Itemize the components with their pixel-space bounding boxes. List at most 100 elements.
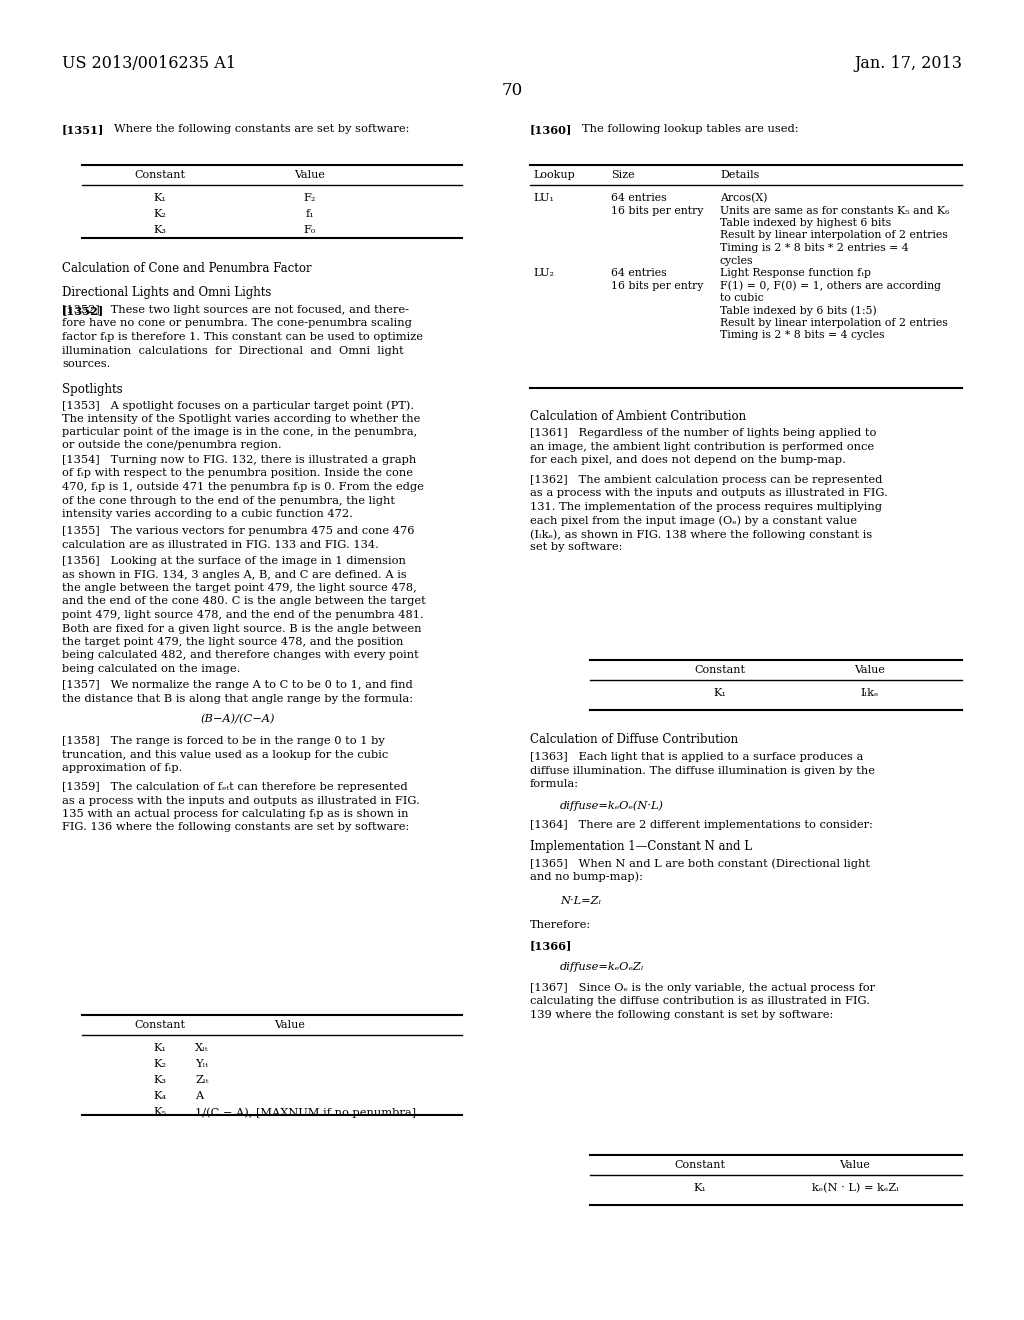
Text: K₁: K₁ <box>714 688 726 698</box>
Text: K₃: K₃ <box>154 1074 167 1085</box>
Text: Table indexed by 6 bits (1:5): Table indexed by 6 bits (1:5) <box>720 305 877 315</box>
Text: diffuse=kₑOₑZₗ: diffuse=kₑOₑZₗ <box>560 962 644 972</box>
Text: Both are fixed for a given light source. B is the angle between: Both are fixed for a given light source.… <box>62 623 422 634</box>
Text: K₁: K₁ <box>154 1043 167 1053</box>
Text: F₂: F₂ <box>304 193 316 203</box>
Text: Units are same as for constants K₅ and K₆: Units are same as for constants K₅ and K… <box>720 206 949 215</box>
Text: K₄: K₄ <box>154 1092 167 1101</box>
Text: A: A <box>195 1092 203 1101</box>
Text: and no bump-map):: and no bump-map): <box>530 871 643 882</box>
Text: Value: Value <box>840 1160 870 1170</box>
Text: Arcos(X): Arcos(X) <box>720 193 768 203</box>
Text: [1354]   Turning now to FIG. 132, there is illustrated a graph: [1354] Turning now to FIG. 132, there is… <box>62 455 416 465</box>
Text: Jan. 17, 2013: Jan. 17, 2013 <box>854 55 962 73</box>
Text: Iₗkₑ: Iₗkₑ <box>861 688 880 698</box>
Text: K₂: K₂ <box>154 1059 167 1069</box>
Text: The following lookup tables are used:: The following lookup tables are used: <box>582 124 799 135</box>
Text: Constant: Constant <box>675 1160 725 1170</box>
Text: LU₂: LU₂ <box>534 268 554 279</box>
Text: K₁: K₁ <box>154 193 167 203</box>
Text: Directional Lights and Omni Lights: Directional Lights and Omni Lights <box>62 286 271 300</box>
Text: K₅: K₅ <box>154 1107 167 1117</box>
Text: the angle between the target point 479, the light source 478,: the angle between the target point 479, … <box>62 583 417 593</box>
Text: formula:: formula: <box>530 779 579 789</box>
Text: Where the following constants are set by software:: Where the following constants are set by… <box>114 124 410 135</box>
Text: Value: Value <box>274 1020 305 1030</box>
Text: as shown in FIG. 134, 3 angles A, B, and C are defined. A is: as shown in FIG. 134, 3 angles A, B, and… <box>62 569 407 579</box>
Text: 131. The implementation of the process requires multiplying: 131. The implementation of the process r… <box>530 502 882 512</box>
Text: Value: Value <box>855 665 886 675</box>
Text: [1351]: [1351] <box>62 124 104 135</box>
Text: [1353]   A spotlight focuses on a particular target point (PT).: [1353] A spotlight focuses on a particul… <box>62 400 414 411</box>
Text: 64 entries: 64 entries <box>611 268 667 279</box>
Text: The intensity of the Spotlight varies according to whether the: The intensity of the Spotlight varies ac… <box>62 413 421 424</box>
Text: intensity varies according to a cubic function 472.: intensity varies according to a cubic fu… <box>62 510 353 519</box>
Text: 64 entries: 64 entries <box>611 193 667 203</box>
Text: [1360]: [1360] <box>530 124 572 135</box>
Text: [1365]   When N and L are both constant (Directional light: [1365] When N and L are both constant (D… <box>530 858 870 869</box>
Text: particular point of the image is in the cone, in the penumbra,: particular point of the image is in the … <box>62 426 417 437</box>
Text: [1363]   Each light that is applied to a surface produces a: [1363] Each light that is applied to a s… <box>530 752 863 762</box>
Text: Constant: Constant <box>134 1020 185 1030</box>
Text: [1358]   The range is forced to be in the range 0 to 1 by: [1358] The range is forced to be in the … <box>62 737 385 746</box>
Text: calculation are as illustrated in FIG. 133 and FIG. 134.: calculation are as illustrated in FIG. 1… <box>62 540 379 549</box>
Text: as a process with the inputs and outputs as illustrated in FIG.: as a process with the inputs and outputs… <box>62 796 420 805</box>
Text: Table indexed by highest 6 bits: Table indexed by highest 6 bits <box>720 218 891 228</box>
Text: the distance that B is along that angle range by the formula:: the distance that B is along that angle … <box>62 693 413 704</box>
Text: of fₜp with respect to the penumbra position. Inside the cone: of fₜp with respect to the penumbra posi… <box>62 469 413 479</box>
Text: cycles: cycles <box>720 256 754 265</box>
Text: [1352]: [1352] <box>62 305 104 315</box>
Text: 16 bits per entry: 16 bits per entry <box>611 206 703 216</box>
Text: truncation, and this value used as a lookup for the cubic: truncation, and this value used as a loo… <box>62 750 388 759</box>
Text: [1355]   The various vectors for penumbra 475 and cone 476: [1355] The various vectors for penumbra … <box>62 525 415 536</box>
Text: set by software:: set by software: <box>530 543 623 553</box>
Text: fore have no cone or penumbra. The cone-penumbra scaling: fore have no cone or penumbra. The cone-… <box>62 318 412 329</box>
Text: 16 bits per entry: 16 bits per entry <box>611 281 703 290</box>
Text: Size: Size <box>611 170 635 180</box>
Text: Constant: Constant <box>134 170 185 180</box>
Text: point 479, light source 478, and the end of the penumbra 481.: point 479, light source 478, and the end… <box>62 610 424 620</box>
Text: [1366]: [1366] <box>530 940 572 950</box>
Text: 70: 70 <box>502 82 522 99</box>
Text: Timing is 2 * 8 bits * 2 entries = 4: Timing is 2 * 8 bits * 2 entries = 4 <box>720 243 908 253</box>
Text: 470, fₜp is 1, outside 471 the penumbra fₜp is 0. From the edge: 470, fₜp is 1, outside 471 the penumbra … <box>62 482 424 492</box>
Text: Calculation of Diffuse Contribution: Calculation of Diffuse Contribution <box>530 733 738 746</box>
Text: Calculation of Ambient Contribution: Calculation of Ambient Contribution <box>530 411 746 422</box>
Text: Calculation of Cone and Penumbra Factor: Calculation of Cone and Penumbra Factor <box>62 261 311 275</box>
Text: or outside the cone/penumbra region.: or outside the cone/penumbra region. <box>62 441 282 450</box>
Text: approximation of fₜp.: approximation of fₜp. <box>62 763 182 774</box>
Text: [1362]   The ambient calculation process can be represented: [1362] The ambient calculation process c… <box>530 475 883 484</box>
Text: Therefore:: Therefore: <box>530 920 591 931</box>
Text: [1361]   Regardless of the number of lights being applied to: [1361] Regardless of the number of light… <box>530 428 877 438</box>
Text: Timing is 2 * 8 bits = 4 cycles: Timing is 2 * 8 bits = 4 cycles <box>720 330 885 341</box>
Text: K₂: K₂ <box>154 209 167 219</box>
Text: [1359]   The calculation of fₑₜt can therefore be represented: [1359] The calculation of fₑₜt can there… <box>62 781 408 792</box>
Text: being calculated 482, and therefore changes with every point: being calculated 482, and therefore chan… <box>62 651 419 660</box>
Text: 139 where the following constant is set by software:: 139 where the following constant is set … <box>530 1010 834 1020</box>
Text: Details: Details <box>720 170 760 180</box>
Text: f₁: f₁ <box>305 209 314 219</box>
Text: US 2013/0016235 A1: US 2013/0016235 A1 <box>62 55 236 73</box>
Text: [1357]   We normalize the range A to C to be 0 to 1, and find: [1357] We normalize the range A to C to … <box>62 680 413 690</box>
Text: Result by linear interpolation of 2 entries: Result by linear interpolation of 2 entr… <box>720 231 948 240</box>
Text: K₁: K₁ <box>693 1183 707 1193</box>
Text: Result by linear interpolation of 2 entries: Result by linear interpolation of 2 entr… <box>720 318 948 327</box>
Text: F₀: F₀ <box>304 224 316 235</box>
Text: N·L=Zₗ: N·L=Zₗ <box>560 896 601 906</box>
Text: (Iₗkₑ), as shown in FIG. 138 where the following constant is: (Iₗkₑ), as shown in FIG. 138 where the f… <box>530 529 872 540</box>
Text: [1352]   These two light sources are not focused, and there-: [1352] These two light sources are not f… <box>62 305 409 315</box>
Text: Yₗₜ: Yₗₜ <box>195 1059 208 1069</box>
Text: Spotlights: Spotlights <box>62 383 123 396</box>
Text: and the end of the cone 480. C is the angle between the target: and the end of the cone 480. C is the an… <box>62 597 426 606</box>
Text: kₑ(N · L) = kₑZₗ: kₑ(N · L) = kₑZₗ <box>811 1183 898 1193</box>
Text: K₃: K₃ <box>154 224 167 235</box>
Text: diffuse=kₑOₑ(N·L): diffuse=kₑOₑ(N·L) <box>560 800 664 810</box>
Text: as a process with the inputs and outputs as illustrated in FIG.: as a process with the inputs and outputs… <box>530 488 888 499</box>
Text: of the cone through to the end of the penumbra, the light: of the cone through to the end of the pe… <box>62 495 395 506</box>
Text: diffuse illumination. The diffuse illumination is given by the: diffuse illumination. The diffuse illumi… <box>530 766 874 776</box>
Text: each pixel from the input image (Oₑ) by a constant value: each pixel from the input image (Oₑ) by … <box>530 516 857 527</box>
Text: Constant: Constant <box>694 665 745 675</box>
Text: illumination  calculations  for  Directional  and  Omni  light: illumination calculations for Directiona… <box>62 346 403 355</box>
Text: LU₁: LU₁ <box>534 193 554 203</box>
Text: to cubic: to cubic <box>720 293 764 304</box>
